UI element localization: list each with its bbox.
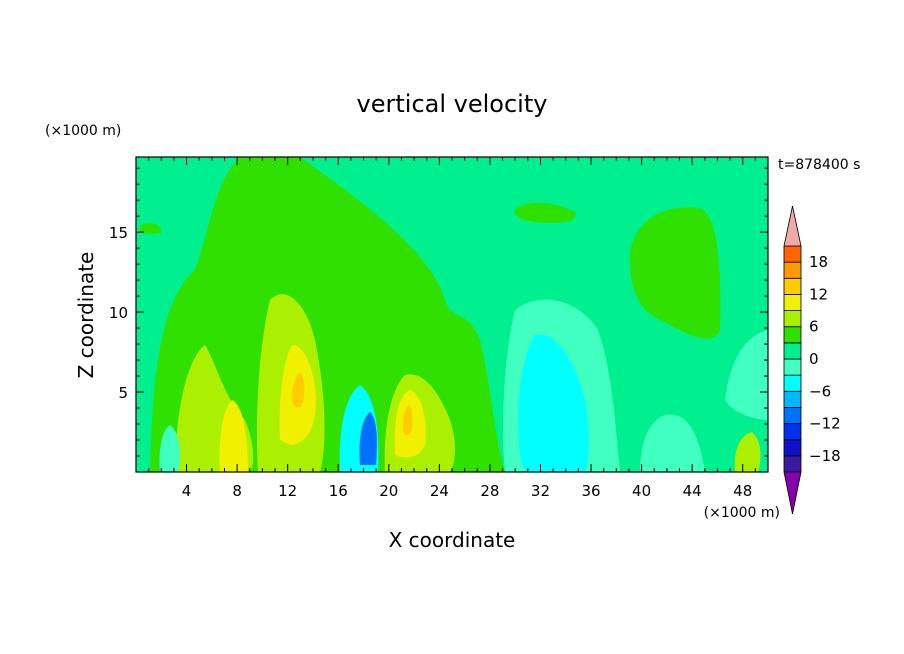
colorbar-under-triangle xyxy=(783,471,802,515)
y-tick-label: 10 xyxy=(109,304,128,322)
contour-updraft-left xyxy=(140,223,162,234)
x-tick-label: 12 xyxy=(278,482,297,500)
colorbar-swatch xyxy=(783,326,802,344)
contour-downdraft-core xyxy=(518,334,589,472)
colorbar-tick-label: 18 xyxy=(809,253,828,271)
colorbar-swatch xyxy=(783,261,802,279)
plot-area xyxy=(135,156,769,473)
contour-downdraft-column-core xyxy=(359,412,377,465)
colorbar-swatch xyxy=(783,407,802,424)
colorbar-swatch xyxy=(783,455,802,473)
colorbar-swatch xyxy=(783,358,802,376)
contour-field xyxy=(140,157,768,472)
x-tick-label: 4 xyxy=(182,482,192,500)
x-tick-label: 8 xyxy=(232,482,242,500)
time-label: t=878400 s xyxy=(778,157,860,173)
colorbar-swatch xyxy=(783,245,802,263)
x-tick-label: 44 xyxy=(683,482,702,500)
y-tick-label: 15 xyxy=(109,224,128,242)
colorbar-tick-label: 6 xyxy=(809,318,819,336)
x-tick-label: 48 xyxy=(733,482,752,500)
contour-right-cell xyxy=(734,432,761,472)
colorbar-tick-label: −18 xyxy=(809,447,841,465)
contour-updraft-top xyxy=(514,202,576,224)
x-tick-label: 32 xyxy=(531,482,550,500)
colorbar-swatch xyxy=(783,277,802,295)
x-tick-label: 40 xyxy=(632,482,651,500)
colorbar-swatch xyxy=(783,390,802,408)
colorbar-swatch xyxy=(783,374,802,392)
colorbar: 18 12 6 0 −6 −12 −18 xyxy=(783,205,841,515)
x-tick-label: 36 xyxy=(581,482,600,500)
colorbar-swatch xyxy=(783,310,802,328)
chart-title: vertical velocity xyxy=(357,90,548,118)
x-tick-label: 20 xyxy=(379,482,398,500)
contour-downdraft-edge xyxy=(725,330,768,420)
colorbar-tick-label: −12 xyxy=(809,415,841,433)
y-tick-label: 5 xyxy=(118,384,128,402)
colorbar-swatch xyxy=(783,342,802,360)
x-tick-label: 24 xyxy=(430,482,449,500)
x-tick-label: 16 xyxy=(329,482,348,500)
contour-left-cell xyxy=(159,425,180,472)
contour-updraft-right xyxy=(629,207,721,339)
colorbar-tick-label: 12 xyxy=(809,285,828,303)
colorbar-tick-label: −6 xyxy=(809,382,831,400)
contour-downdraft-low xyxy=(640,414,705,472)
x-tick-label: 28 xyxy=(480,482,499,500)
colorbar-swatch xyxy=(783,294,802,311)
x-axis-label: X coordinate xyxy=(389,528,516,552)
x-unit-label: (×1000 m) xyxy=(704,505,780,521)
colorbar-swatch xyxy=(783,439,802,457)
x-axis: 4 8 12 16 20 24 28 32 36 40 44 48 xyxy=(148,157,756,500)
colorbar-over-triangle xyxy=(783,205,802,247)
colorbar-tick-label: 0 xyxy=(809,350,819,368)
contour-tower-1-core xyxy=(219,400,248,472)
y-unit-label: (×1000 m) xyxy=(45,123,121,139)
y-axis-label: Z coordinate xyxy=(74,252,98,379)
y-axis: 5 10 15 xyxy=(109,167,768,457)
colorbar-swatch xyxy=(783,423,802,441)
contour-tower-3-peak xyxy=(402,405,413,436)
contour-tower-2-peak xyxy=(292,372,305,408)
